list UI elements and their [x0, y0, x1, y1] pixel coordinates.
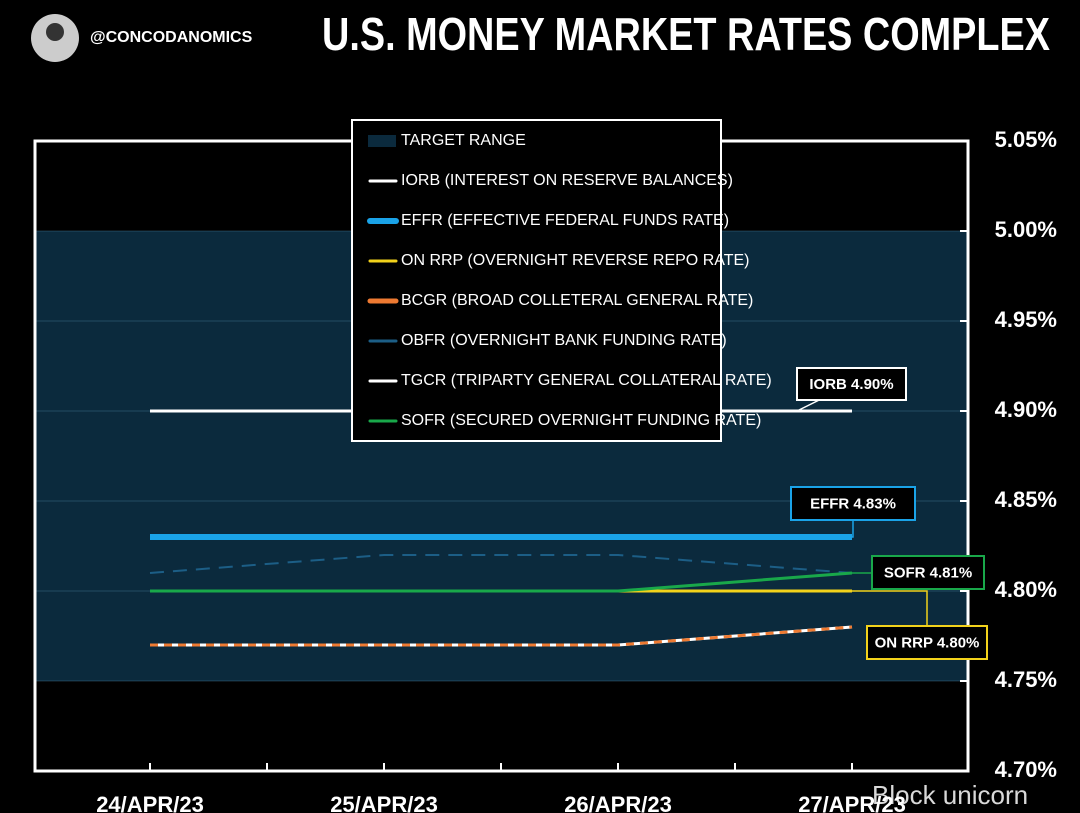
annotation-box	[866, 625, 988, 660]
avatar-head	[46, 23, 64, 41]
legend-box	[351, 119, 722, 442]
y-tick-label: 4.85%	[995, 487, 1057, 512]
series-line	[150, 625, 853, 647]
annotation: SOFR 4.81%	[884, 564, 972, 581]
legend-label: OBFR (OVERNIGHT BANK FUNDING RATE)	[401, 332, 727, 349]
legend-label: BCGR (BROAD COLLETERAL GENERAL RATE)	[401, 292, 753, 309]
y-tick-label: 4.95%	[995, 307, 1057, 332]
legend-swatch	[368, 135, 396, 147]
legend-label: IORB (INTEREST ON RESERVE BALANCES)	[401, 172, 733, 189]
legend-label: ON RRP (OVERNIGHT REVERSE REPO RATE)	[401, 252, 750, 269]
annotation: IORB 4.90%	[809, 376, 893, 393]
y-tick-label: 4.80%	[995, 577, 1057, 602]
y-tick-label: 5.00%	[995, 217, 1057, 242]
watermark: Block unicorn	[872, 780, 1028, 810]
annotation: ON RRP 4.80%	[875, 634, 980, 651]
legend-label: SOFR (SECURED OVERNIGHT FUNDING RATE)	[401, 412, 761, 429]
handle: @CONCODANOMICS	[90, 29, 253, 46]
annotation-box	[871, 555, 985, 590]
annotation-box	[790, 486, 916, 521]
x-tick-label: 24/APR/23	[96, 792, 204, 813]
legend-label: TARGET RANGE	[401, 132, 526, 149]
annotation-box	[796, 367, 907, 401]
y-tick-label: 4.90%	[995, 397, 1057, 422]
x-tick-label: 25/APR/23	[330, 792, 438, 813]
annotation: EFFR 4.83%	[810, 495, 896, 512]
series-line	[149, 554, 853, 574]
chart-title: U.S. MONEY MARKET RATES COMPLEX	[322, 8, 1050, 60]
y-tick-label: 4.70%	[995, 757, 1057, 782]
legend-label: EFFR (EFFECTIVE FEDERAL FUNDS RATE)	[401, 212, 729, 229]
legend-label: TGCR (TRIPARTY GENERAL COLLATERAL RATE)	[401, 372, 772, 389]
x-tick-label: 27/APR/23	[798, 792, 906, 813]
y-tick-label: 5.05%	[995, 127, 1057, 152]
x-tick-label: 26/APR/23	[564, 792, 672, 813]
y-tick-label: 4.75%	[995, 667, 1057, 692]
series-line	[150, 571, 853, 593]
